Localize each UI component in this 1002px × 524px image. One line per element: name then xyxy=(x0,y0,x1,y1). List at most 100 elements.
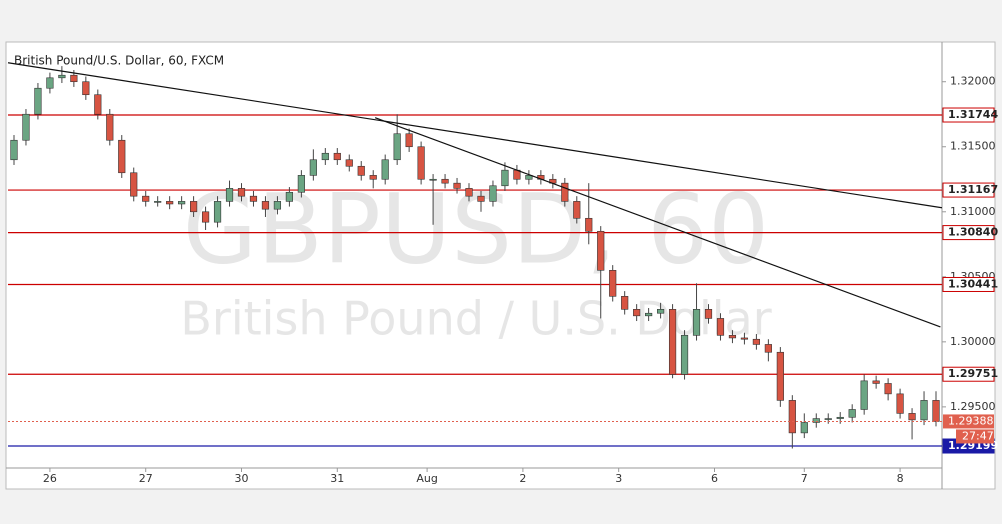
x-tick-label: 30 xyxy=(235,472,249,485)
candle-body xyxy=(453,182,461,189)
candle-body xyxy=(884,383,892,395)
candle-body xyxy=(477,195,485,202)
x-tick-label: 7 xyxy=(801,472,808,485)
x-tick-label: Aug xyxy=(416,472,437,485)
candle-body xyxy=(728,335,737,339)
candle-body xyxy=(597,230,605,271)
candle-body xyxy=(34,87,42,115)
candle-body xyxy=(190,201,198,213)
candle-body xyxy=(645,312,653,317)
candle-body xyxy=(46,77,54,89)
candle-body xyxy=(213,201,222,223)
plot-area xyxy=(7,62,942,449)
candle-body xyxy=(154,201,162,203)
candle-body xyxy=(872,380,880,384)
candle-body xyxy=(908,413,916,421)
watermark-group: GBPUSD, 60 British Pound / U.S. Dollar xyxy=(180,173,771,345)
candle-body xyxy=(680,335,689,375)
level-tag xyxy=(942,182,995,198)
level-tag-label: 1.31167 xyxy=(948,183,998,196)
candle-body xyxy=(896,393,904,414)
candle-body xyxy=(776,351,784,401)
candle-body xyxy=(764,344,772,353)
y-tick-label: 1.31500 xyxy=(950,140,996,153)
candle-body xyxy=(932,400,940,422)
countdown-label: 27:47 xyxy=(962,429,994,442)
candle-body xyxy=(441,178,449,184)
level-tag-label: 1.30441 xyxy=(948,277,998,290)
candle-body xyxy=(812,418,820,423)
candle-body xyxy=(166,201,174,205)
candle-body xyxy=(369,175,377,180)
candle-body xyxy=(668,309,677,375)
candle-body xyxy=(716,318,725,336)
level-tag xyxy=(942,366,995,382)
candle-body xyxy=(94,94,102,115)
y-tick-label: 1.32000 xyxy=(950,75,996,88)
candle-body xyxy=(82,81,90,96)
countdown-tag xyxy=(956,429,994,444)
candle-body xyxy=(609,270,617,297)
candle-body xyxy=(429,178,437,181)
trendline xyxy=(7,62,942,209)
candle-body xyxy=(381,159,389,180)
x-tick-label: 2 xyxy=(519,472,526,485)
x-tick-label: 8 xyxy=(897,472,904,485)
candle-body xyxy=(10,139,18,161)
x-tick-label: 27 xyxy=(139,472,153,485)
candle-body xyxy=(621,296,629,310)
candle-body xyxy=(848,409,856,418)
candle-body xyxy=(393,133,401,161)
candle-body xyxy=(788,400,796,434)
candle-body xyxy=(405,133,413,148)
candle-body xyxy=(633,309,641,317)
candle-body xyxy=(525,175,533,180)
candle-body xyxy=(321,152,329,161)
candle-body xyxy=(740,337,749,340)
trendline xyxy=(374,117,941,328)
level-tag xyxy=(942,276,995,292)
watermark: GBPUSD, 60 xyxy=(183,173,769,285)
chart-title: British Pound/U.S. Dollar, 60, FXCM xyxy=(14,54,224,68)
candle-body xyxy=(920,400,928,421)
last-price-tag xyxy=(943,414,994,429)
candle-body xyxy=(417,146,425,180)
candle-body xyxy=(357,165,365,176)
level-tag-label: 1.31744 xyxy=(948,108,998,121)
candle-body xyxy=(142,195,150,202)
candle-body xyxy=(178,201,186,205)
candle-body xyxy=(297,175,305,193)
candle-body xyxy=(249,195,258,202)
candle-body xyxy=(130,172,138,197)
y-tick-label: 1.29500 xyxy=(950,400,996,413)
candle-body xyxy=(58,74,66,79)
candle-body xyxy=(800,422,808,434)
level-tag xyxy=(942,225,995,241)
candle-body xyxy=(860,380,868,410)
candle-body xyxy=(273,201,282,210)
chart-frame xyxy=(5,41,996,490)
x-tick-label: 3 xyxy=(615,472,622,485)
candle-body xyxy=(752,338,760,345)
candle-body xyxy=(657,309,665,314)
candle-body xyxy=(309,159,317,176)
candle-body xyxy=(465,188,473,197)
candle-body xyxy=(345,159,353,167)
candle-body xyxy=(225,188,234,202)
candle-body xyxy=(333,152,341,161)
x-tick-label: 6 xyxy=(711,472,718,485)
candle-body xyxy=(573,201,581,219)
level-tag-label: 1.29751 xyxy=(948,367,998,380)
x-tick-label: 26 xyxy=(43,472,57,485)
candle-body xyxy=(22,113,30,141)
candle-body xyxy=(70,74,78,83)
candle-body xyxy=(692,309,701,336)
candle-body xyxy=(285,191,293,202)
y-tick-label: 1.30000 xyxy=(950,335,996,348)
candle-body xyxy=(704,309,713,319)
last-price-label: 1.29388 xyxy=(948,414,994,427)
level-tag xyxy=(942,107,995,123)
candle-body xyxy=(824,418,832,420)
